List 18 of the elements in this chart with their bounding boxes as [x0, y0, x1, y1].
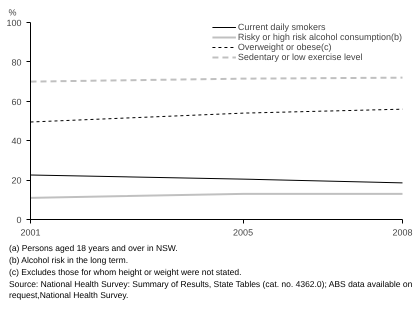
y-tick-label: 20 [11, 176, 22, 186]
x-tick-label: 2008 [392, 228, 413, 238]
y-tick-label: 80 [11, 57, 22, 68]
y-tick-label: 60 [11, 96, 22, 107]
text: (a) Persons aged 18 years and over in NSW. [9, 243, 179, 254]
y-axis-title: % [8, 8, 17, 18]
y-tick-label: 0 [16, 215, 22, 225]
text: (b) Alcohol risk in the long term. [9, 255, 130, 266]
y-tick-label: 100 [6, 18, 22, 28]
legend-label: Risky or high risk alcohol consumption(b) [238, 32, 402, 42]
legend-label: Current daily smokers [238, 22, 326, 32]
source-note: Source: National Health Survey: Summary of Results, State Tables (cat. no. 4362.0); ABS data available on request,National Health Survey. [9, 279, 414, 301]
x-tick-label: 2005 [233, 228, 254, 238]
legend-label: Overweight or obese(c) [238, 42, 332, 52]
x-tick-label: 2001 [20, 228, 41, 238]
legend-label: Sedentary or low exercise level [238, 52, 362, 62]
text: (c) Excludes those for whom height or weight were not stated. [9, 267, 242, 278]
y-tick-label: 40 [11, 136, 22, 146]
